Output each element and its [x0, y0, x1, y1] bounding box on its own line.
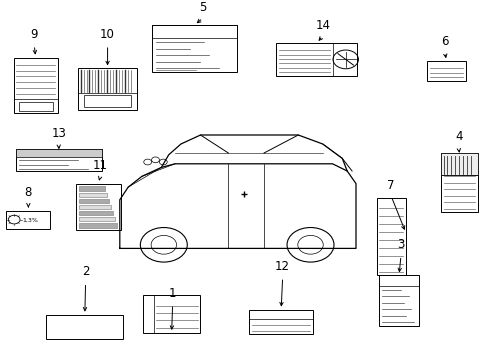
- Bar: [46, 315, 123, 339]
- Bar: [79, 205, 111, 209]
- Text: 8: 8: [24, 186, 32, 199]
- Bar: [151, 25, 237, 38]
- Bar: [142, 295, 200, 333]
- Bar: [79, 217, 115, 221]
- Bar: [276, 43, 356, 76]
- Text: 1: 1: [168, 287, 176, 300]
- Text: 3: 3: [396, 238, 404, 251]
- Bar: [79, 199, 109, 203]
- Bar: [84, 95, 131, 107]
- Text: 14: 14: [315, 19, 329, 32]
- Bar: [378, 275, 418, 326]
- Text: 9: 9: [30, 28, 38, 41]
- Bar: [78, 68, 137, 110]
- Text: 13: 13: [51, 127, 66, 140]
- Bar: [6, 211, 50, 229]
- Text: 6: 6: [440, 35, 448, 48]
- Text: 11: 11: [93, 159, 107, 172]
- Bar: [151, 25, 237, 72]
- Bar: [249, 310, 312, 334]
- Text: 10: 10: [100, 28, 115, 41]
- Bar: [79, 186, 105, 191]
- Bar: [79, 193, 107, 197]
- Bar: [14, 58, 58, 113]
- Bar: [79, 211, 113, 215]
- Bar: [16, 149, 102, 171]
- Text: 1,3%: 1,3%: [22, 218, 38, 223]
- Bar: [16, 149, 102, 157]
- Bar: [440, 153, 477, 212]
- Text: 2: 2: [81, 265, 89, 278]
- Text: 5: 5: [199, 1, 206, 14]
- Bar: [76, 184, 121, 230]
- Bar: [376, 198, 405, 275]
- Text: 12: 12: [275, 260, 289, 273]
- Text: 7: 7: [386, 179, 394, 192]
- Bar: [426, 61, 465, 81]
- Bar: [79, 223, 117, 228]
- Text: 4: 4: [454, 130, 462, 143]
- Bar: [19, 102, 53, 111]
- Bar: [440, 153, 477, 175]
